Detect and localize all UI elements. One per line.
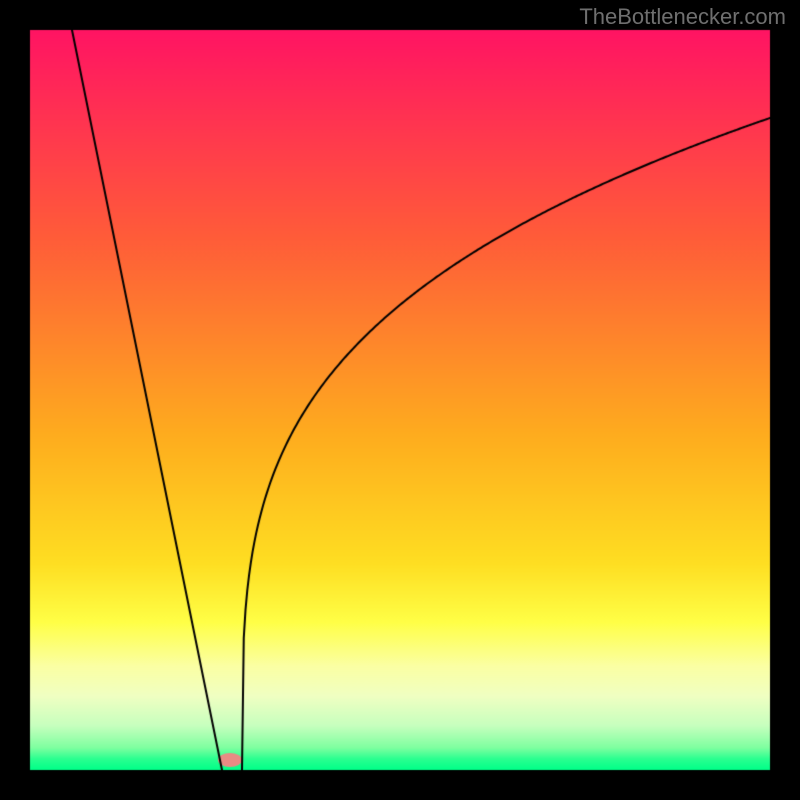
- bottleneck-gradient-chart: [0, 0, 800, 800]
- chart-container: TheBottlenecker.com: [0, 0, 800, 800]
